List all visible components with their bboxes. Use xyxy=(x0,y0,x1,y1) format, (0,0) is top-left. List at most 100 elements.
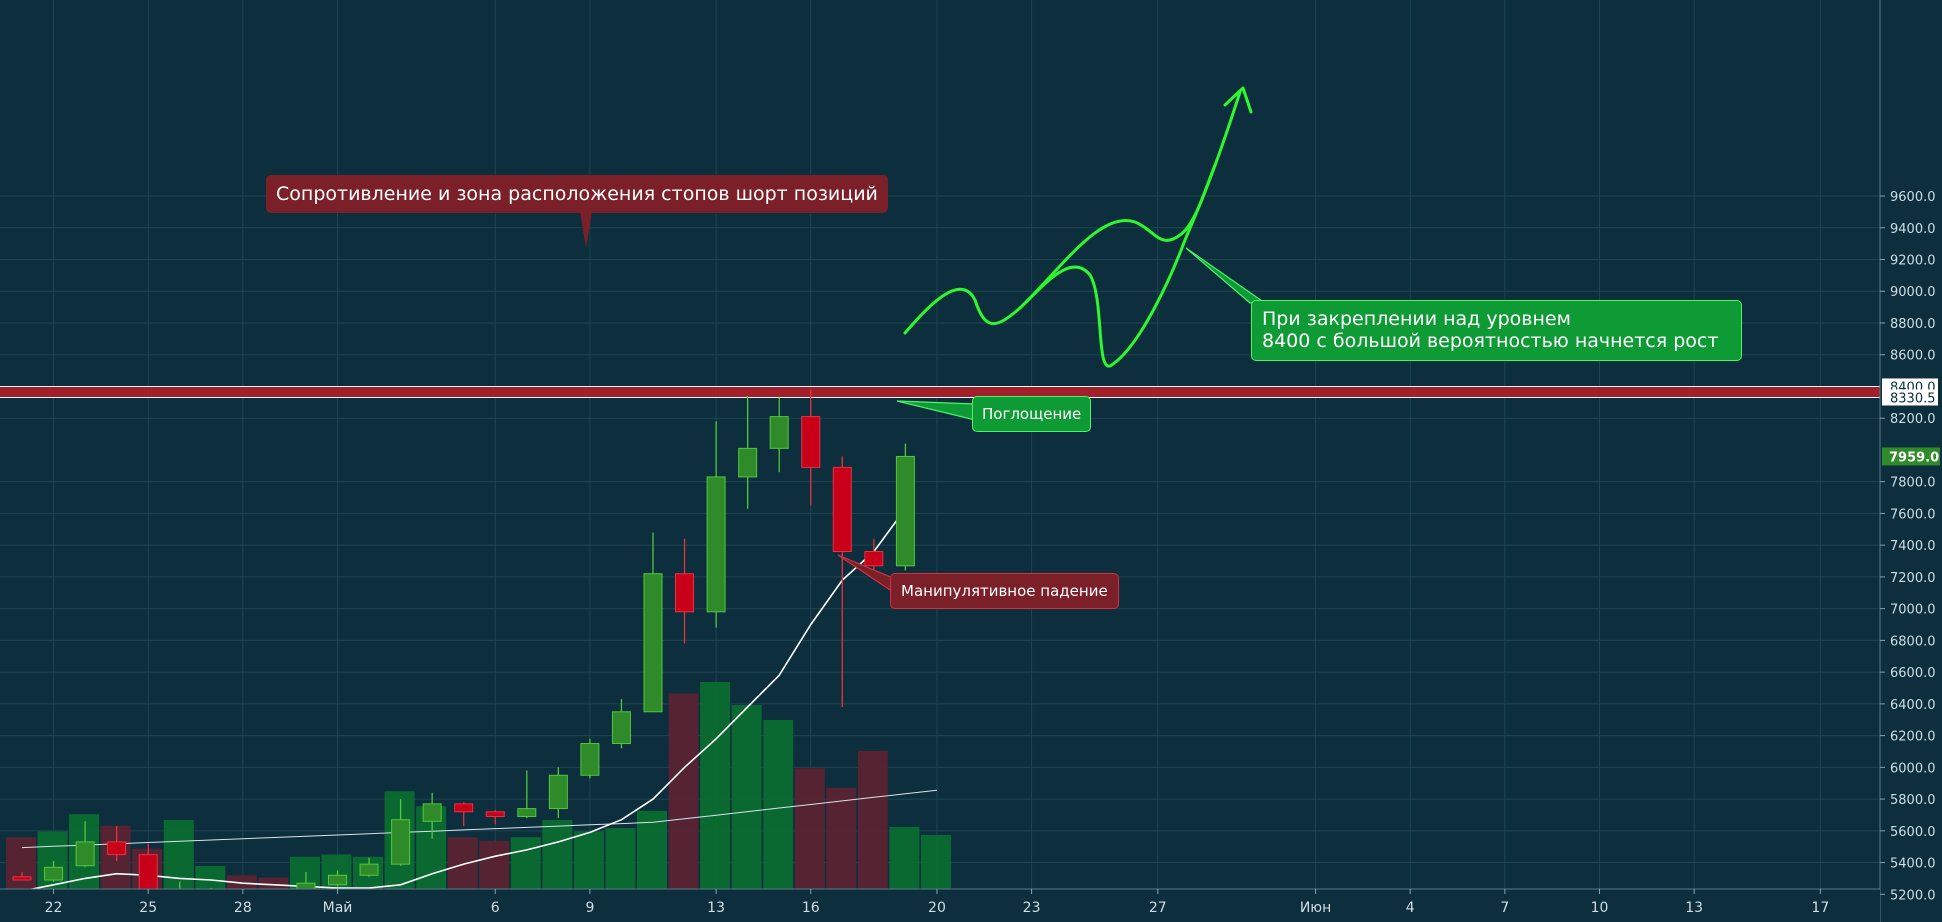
volume-bar xyxy=(889,826,920,889)
price-tick-label: 6800.0 xyxy=(1890,634,1936,649)
projection-curve-1 xyxy=(903,90,1242,368)
volume-bar xyxy=(510,837,541,889)
manipulation-note[interactable]: Манипулятивное падение xyxy=(890,573,1119,609)
price-tick-label: 9400.0 xyxy=(1890,222,1936,237)
time-tick-label: 20 xyxy=(928,900,946,916)
price-tick-label: 8600.0 xyxy=(1890,349,1936,364)
price-tick-label: 5200.0 xyxy=(1890,888,1936,903)
ma-line xyxy=(21,508,907,892)
manipulation-note-text: Манипулятивное падение xyxy=(901,582,1108,600)
volume-bar xyxy=(794,768,825,889)
price-tick-label: 5400.0 xyxy=(1890,857,1936,872)
annotation-pointers xyxy=(580,212,1267,594)
candle-body xyxy=(580,743,600,776)
volume-bar xyxy=(826,787,857,889)
candle-body xyxy=(454,803,474,813)
volume-bar xyxy=(668,693,699,889)
candle-body xyxy=(422,803,442,822)
resistance-note[interactable]: Сопротивление и зона расположения стопов… xyxy=(266,175,888,213)
volume-bar xyxy=(920,834,951,889)
candle-body xyxy=(107,841,127,856)
level-price-label: 8330.5 xyxy=(1890,391,1936,406)
candle-body xyxy=(738,447,758,478)
price-tick-label: 8200.0 xyxy=(1890,412,1936,427)
engulfing-note-text: Поглощение xyxy=(982,405,1082,423)
time-axis[interactable]: 22 25 28 Май 6 9 13 16 20 23 27 Июн 4 7 10 13 17 xyxy=(0,888,1880,922)
price-tick-label: 9000.0 xyxy=(1890,285,1936,300)
price-tick-label: 7800.0 xyxy=(1890,476,1936,491)
time-tick-label: 23 xyxy=(1023,900,1041,916)
time-tick-label: Июн xyxy=(1300,900,1331,916)
volume-bar xyxy=(637,810,667,889)
candle-body xyxy=(675,573,695,613)
candle-body xyxy=(895,455,915,567)
time-tick-label: 22 xyxy=(45,900,63,916)
growth-note[interactable]: При закреплении над уровнем 8400 с больш… xyxy=(1251,300,1742,361)
level-price-box xyxy=(1882,389,1938,406)
projection-arrowhead xyxy=(1223,86,1253,114)
candle-body xyxy=(517,808,537,818)
growth-note-line2: 8400 с большой вероятностью начнется рос… xyxy=(1262,330,1719,352)
candle-body xyxy=(864,551,884,567)
time-tick-label: 10 xyxy=(1591,900,1609,916)
price-tick-label: 7600.0 xyxy=(1890,507,1936,522)
volume-bar xyxy=(479,840,510,889)
candle-body xyxy=(359,863,379,876)
time-tick-label: 25 xyxy=(139,900,157,916)
volume-bar xyxy=(731,705,762,889)
volume-bar xyxy=(700,682,731,889)
price-tick-label: 9600.0 xyxy=(1890,190,1936,205)
time-tick-label: 27 xyxy=(1149,900,1167,916)
resistance-band xyxy=(0,385,1880,398)
price-axis[interactable]: 9600.0 9400.0 9200.0 9000.0 8800.0 8600.0 8200… xyxy=(1879,0,1942,922)
volume-bar xyxy=(573,831,604,889)
time-tick-label: 13 xyxy=(707,900,725,916)
volume-bar xyxy=(195,866,226,889)
candle-body xyxy=(801,416,821,468)
volume-bar xyxy=(447,837,478,889)
time-tick-label: 4 xyxy=(1406,900,1415,916)
candle-body xyxy=(44,866,64,881)
candle-body xyxy=(328,874,347,886)
candle-body xyxy=(769,416,789,449)
price-tick-label: 7000.0 xyxy=(1890,603,1936,618)
volume-bar xyxy=(857,751,888,889)
price-tick-label: 7200.0 xyxy=(1890,571,1936,586)
grid-lines xyxy=(0,0,1880,895)
candle-body xyxy=(548,774,568,810)
volume-bar xyxy=(605,828,636,889)
resistance-note-text: Сопротивление и зона расположения стопов… xyxy=(276,183,878,205)
price-tick-label: 6000.0 xyxy=(1890,761,1936,776)
last-price-label: 7959.0 xyxy=(1889,450,1939,465)
engulfing-note[interactable]: Поглощение xyxy=(972,396,1092,432)
time-tick-label: Май xyxy=(323,900,353,916)
moving-average xyxy=(21,508,907,892)
time-axis-bg xyxy=(0,889,1880,922)
candle-body xyxy=(485,811,505,818)
volume-bar xyxy=(258,877,289,889)
projection-path xyxy=(903,86,1253,368)
volume-bar xyxy=(100,825,131,889)
time-tick-label: 7 xyxy=(1500,900,1509,916)
time-tick-label: 16 xyxy=(802,900,820,916)
price-tick-label: 8800.0 xyxy=(1890,317,1936,332)
time-tick-label: 6 xyxy=(491,900,500,916)
resistance-pointer xyxy=(580,212,592,248)
candle-body xyxy=(706,476,726,613)
volume-ma-line xyxy=(21,789,938,849)
price-tick-label: 6400.0 xyxy=(1890,698,1936,713)
volume-bar xyxy=(6,837,36,889)
price-tick-label: 9200.0 xyxy=(1890,254,1936,269)
volume-bar xyxy=(226,875,257,889)
last-price-box xyxy=(1882,447,1940,466)
time-tick-label: 9 xyxy=(585,900,594,916)
candle-body xyxy=(832,466,852,553)
growth-note-line1: При закреплении над уровнем xyxy=(1262,308,1571,330)
volume-bars xyxy=(6,682,951,889)
price-tick-label: 5800.0 xyxy=(1890,793,1936,808)
candle-body xyxy=(75,841,95,867)
price-tick-label: 5600.0 xyxy=(1890,825,1936,840)
candle-body xyxy=(611,711,631,745)
